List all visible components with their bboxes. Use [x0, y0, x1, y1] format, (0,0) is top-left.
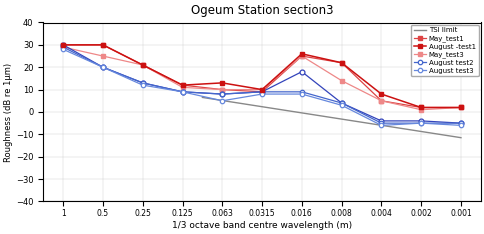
May_test1	[219, 88, 225, 91]
August test2	[298, 90, 304, 93]
August -test1	[100, 44, 106, 46]
May_test3	[298, 55, 304, 58]
August -test1	[457, 106, 463, 109]
May_test1	[100, 44, 106, 46]
May_test3	[139, 64, 145, 66]
August test2	[60, 46, 66, 48]
August test2	[179, 90, 185, 93]
August -test1	[219, 81, 225, 84]
August test2	[457, 122, 463, 124]
Line: August test3: August test3	[61, 47, 462, 128]
May_test3	[258, 88, 264, 91]
August test3	[457, 124, 463, 127]
August test2	[139, 81, 145, 84]
August test3	[298, 93, 304, 95]
August test2	[417, 122, 423, 124]
Legend: TSI limit, May_test1, August -test1, May_test3, August test2, August test3: TSI limit, May_test1, August -test1, May…	[410, 25, 478, 76]
May_test3	[60, 46, 66, 48]
August -test1	[378, 93, 383, 95]
May_test1	[298, 55, 304, 58]
Line: May_test1: May_test1	[61, 43, 462, 110]
August -test1	[258, 88, 264, 91]
August test2	[258, 90, 264, 93]
August -test1	[179, 84, 185, 87]
May_test3	[338, 79, 344, 82]
August test3	[179, 90, 185, 93]
May_test3	[378, 99, 383, 102]
August test3	[338, 104, 344, 107]
TSI limit	[199, 96, 205, 99]
August test3	[258, 93, 264, 95]
August test3	[139, 84, 145, 87]
Y-axis label: Roughness (dB re 1μm): Roughness (dB re 1μm)	[4, 62, 13, 161]
TSI limit	[457, 136, 463, 139]
May_test3	[100, 55, 106, 58]
August -test1	[139, 64, 145, 66]
May_test1	[378, 99, 383, 102]
May_test3	[179, 86, 185, 89]
August -test1	[338, 61, 344, 64]
May_test3	[457, 106, 463, 109]
August test3	[378, 124, 383, 127]
May_test3	[417, 108, 423, 111]
August test2	[100, 66, 106, 69]
X-axis label: 1/3 octave band centre wavelength (m): 1/3 octave band centre wavelength (m)	[172, 221, 351, 230]
August test3	[60, 48, 66, 51]
Line: May_test3: May_test3	[61, 45, 462, 112]
Line: TSI limit: TSI limit	[202, 97, 460, 138]
May_test1	[338, 61, 344, 64]
May_test1	[60, 44, 66, 46]
August test2	[338, 102, 344, 104]
August test2	[219, 93, 225, 95]
August test3	[219, 99, 225, 102]
May_test3	[219, 88, 225, 91]
May_test1	[258, 90, 264, 93]
May_test1	[417, 106, 423, 109]
August test3	[100, 66, 106, 69]
August -test1	[60, 44, 66, 46]
May_test1	[179, 84, 185, 87]
August -test1	[298, 52, 304, 55]
Line: August test2: August test2	[61, 45, 462, 125]
August test3	[417, 122, 423, 124]
May_test1	[139, 64, 145, 66]
Line: August -test1: August -test1	[61, 43, 462, 110]
August test2	[378, 122, 383, 124]
Title: Ogeum Station section3: Ogeum Station section3	[190, 4, 333, 17]
August -test1	[417, 106, 423, 109]
May_test1	[457, 106, 463, 109]
